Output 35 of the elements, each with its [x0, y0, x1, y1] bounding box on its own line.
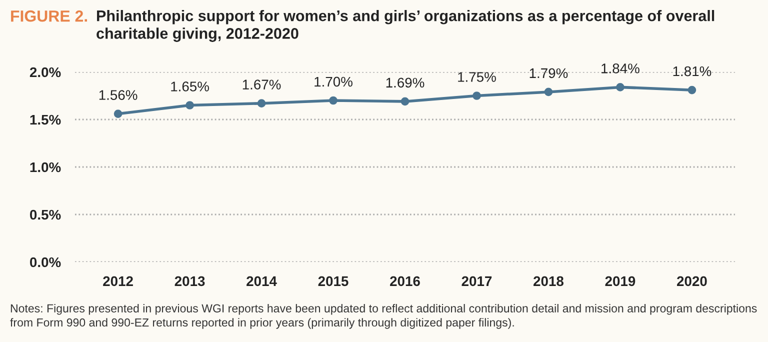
- point: [544, 88, 553, 96]
- y-tick-label: 0.0%: [30, 257, 61, 268]
- point: [472, 92, 481, 100]
- x-tick-label: 2012: [103, 276, 133, 286]
- x-tick-label: 2016: [390, 276, 420, 286]
- y-tick-label: 1.5%: [30, 114, 61, 125]
- x-tick-label: 2020: [676, 276, 707, 286]
- point: [329, 96, 338, 105]
- point: [688, 86, 696, 94]
- x-tick-label: 2013: [174, 276, 205, 286]
- data-label: 1.84%: [602, 64, 640, 74]
- x-tick-label: 2018: [534, 276, 564, 286]
- data-label: 1.56%: [99, 90, 138, 100]
- x-tick-label: 2014: [246, 276, 277, 286]
- x-tick-label: 2019: [605, 276, 636, 286]
- y-tick-label: 2.0%: [30, 67, 61, 78]
- y-tick-label: 1.0%: [30, 162, 61, 172]
- data-label: 1.65%: [171, 82, 209, 92]
- x-tick-label: 2015: [318, 276, 348, 286]
- data-label: 1.75%: [458, 72, 496, 82]
- x-tick-label: 2017: [462, 276, 492, 286]
- point: [616, 83, 624, 92]
- chart-title: Philanthropic support for women’s and girls’ organizations as a percentage of overall charitable giving, 2012-2020: [96, 10, 714, 42]
- data-label: 1.79%: [530, 68, 568, 78]
- data-label: 1.70%: [314, 76, 352, 87]
- point: [400, 97, 410, 106]
- data-label: 1.67%: [242, 80, 281, 90]
- point: [114, 110, 122, 118]
- point: [257, 99, 266, 108]
- text: Notes: Figures presented in previous WGI reports have been updated to reflect additional contribution detail and mission and program descriptions from Form 990 and 990-EZ returns reported in prior years (primarily through digitized paper filings).: [10, 304, 757, 329]
- point: [186, 101, 194, 110]
- chart-subtitle: FIGURE 2.: [11, 10, 87, 22]
- data-label: 1.81%: [673, 66, 712, 76]
- y-tick-label: 0.5%: [30, 210, 61, 220]
- data-label: 1.69%: [386, 78, 424, 88]
